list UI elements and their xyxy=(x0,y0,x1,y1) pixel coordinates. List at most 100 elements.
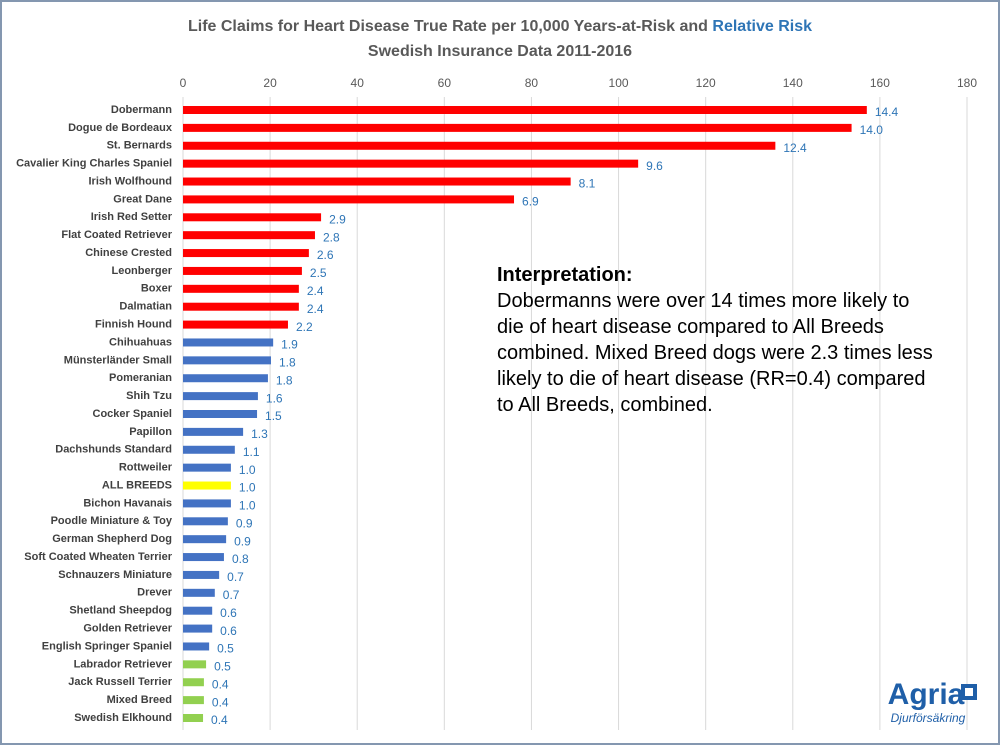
y-tick-label: Rottweiler xyxy=(119,462,173,474)
relative-risk-label: 0.7 xyxy=(227,570,244,584)
chart-title: Life Claims for Heart Disease True Rate … xyxy=(188,18,812,35)
y-tick-label: Golden Retriever xyxy=(83,622,172,634)
relative-risk-label: 0.8 xyxy=(232,552,249,566)
relative-risk-label: 0.4 xyxy=(212,677,229,691)
relative-risk-label: 1.8 xyxy=(279,356,296,370)
relative-risk-label: 0.4 xyxy=(211,713,228,727)
x-tick-label: 160 xyxy=(870,76,890,90)
bar xyxy=(183,678,204,687)
bar xyxy=(183,374,268,383)
bar xyxy=(183,588,215,597)
relative-risk-label: 2.9 xyxy=(329,212,346,226)
relative-risk-label: 0.7 xyxy=(223,588,240,602)
x-tick-label: 80 xyxy=(525,76,539,90)
bar xyxy=(183,499,231,508)
bar xyxy=(183,714,204,722)
relative-risk-label: 0.6 xyxy=(220,606,237,620)
y-tick-label: Schnauzers Miniature xyxy=(58,569,172,581)
bar xyxy=(183,284,299,293)
bar xyxy=(183,338,274,347)
interpretation-line: to All Breeds, combined. xyxy=(497,394,713,416)
y-tick-label: Leonberger xyxy=(111,265,172,277)
y-tick-label: Bichon Havanais xyxy=(83,497,172,509)
interpretation-heading: Interpretation: xyxy=(497,264,633,286)
relative-risk-label: 14.4 xyxy=(875,105,899,119)
relative-risk-label: 0.5 xyxy=(217,642,234,656)
relative-risk-label: 2.4 xyxy=(307,302,324,316)
y-tick-label: Flat Coated Retriever xyxy=(61,229,172,241)
y-tick-label: Irish Wolfhound xyxy=(88,175,172,187)
bar xyxy=(183,535,227,544)
y-tick-label: Drever xyxy=(137,587,173,599)
y-tick-label: Dobermann xyxy=(111,104,172,116)
bar xyxy=(183,660,207,669)
bar xyxy=(183,392,258,401)
y-tick-label: Cocker Spaniel xyxy=(93,408,172,420)
y-tick-label: Dalmatian xyxy=(119,301,172,313)
y-tick-label: Münsterländer Small xyxy=(64,354,172,366)
bar xyxy=(183,302,299,311)
relative-risk-label: 6.9 xyxy=(522,195,539,209)
x-tick-label: 100 xyxy=(609,76,629,90)
y-tick-label: Dogue de Bordeaux xyxy=(68,122,173,134)
interpretation-line: combined. Mixed Breed dogs were 2.3 time… xyxy=(497,342,933,364)
y-tick-label: Great Dane xyxy=(113,193,172,205)
relative-risk-label: 1.6 xyxy=(266,391,283,405)
y-tick-label: Swedish Elkhound xyxy=(74,712,172,724)
y-tick-label: Boxer xyxy=(141,283,173,295)
bar xyxy=(183,231,315,240)
x-tick-label: 60 xyxy=(438,76,452,90)
x-tick-label: 180 xyxy=(957,76,977,90)
relative-risk-label: 0.4 xyxy=(212,695,229,709)
relative-risk-label: 1.0 xyxy=(239,499,256,513)
relative-risk-label: 1.5 xyxy=(265,409,282,423)
y-tick-label: Cavalier King Charles Spaniel xyxy=(16,158,172,170)
x-tick-label: 20 xyxy=(263,76,277,90)
bar xyxy=(183,123,852,132)
relative-risk-label: 2.2 xyxy=(296,320,313,334)
interpretation-line: Dobermanns were over 14 times more likel… xyxy=(497,290,910,312)
y-tick-label: Mixed Breed xyxy=(107,694,172,706)
bar xyxy=(183,624,213,633)
relative-risk-label: 0.5 xyxy=(214,660,231,674)
y-tick-label: Shih Tzu xyxy=(126,390,172,402)
relative-risk-label: 1.1 xyxy=(243,445,260,459)
relative-risk-label: 1.8 xyxy=(276,373,293,387)
y-tick-label: Irish Red Setter xyxy=(91,211,173,223)
bar xyxy=(183,159,639,168)
y-tick-label: Dachshunds Standard xyxy=(55,444,172,456)
relative-risk-label: 0.9 xyxy=(236,516,253,530)
relative-risk-label: 14.0 xyxy=(860,123,884,137)
interpretation: Interpretation: Dobermanns were over 14 t… xyxy=(497,262,967,418)
y-tick-label: Jack Russell Terrier xyxy=(68,676,172,688)
y-tick-label: Pomeranian xyxy=(109,372,172,384)
bar xyxy=(183,696,204,705)
logo-name: Agria xyxy=(888,678,965,711)
bar xyxy=(183,570,220,579)
relative-risk-label: 1.9 xyxy=(281,338,298,352)
relative-risk-label: 9.6 xyxy=(646,159,663,173)
title-part: Life Claims for Heart Disease True Rate … xyxy=(188,18,708,35)
y-tick-label: St. Bernards xyxy=(107,140,172,152)
logo-icon xyxy=(965,688,973,696)
bar xyxy=(183,427,244,436)
relative-risk-label: 8.1 xyxy=(579,177,596,191)
bar xyxy=(183,356,271,365)
bar xyxy=(183,553,224,562)
relative-risk-label: 2.6 xyxy=(317,248,334,262)
chart-subtitle: Swedish Insurance Data 2011-2016 xyxy=(368,43,632,60)
relative-risk-label: 0.6 xyxy=(220,624,237,638)
relative-risk-label: 1.0 xyxy=(239,463,256,477)
y-tick-label: Papillon xyxy=(129,426,172,438)
relative-risk-label: 2.5 xyxy=(310,266,327,280)
relative-risk-label: 2.8 xyxy=(323,230,340,244)
y-tick-label: Chihuahuas xyxy=(109,336,172,348)
bar xyxy=(183,410,258,418)
bar xyxy=(183,642,210,651)
y-tick-label: Shetland Sheepdog xyxy=(69,605,172,617)
x-tick-label: 0 xyxy=(180,76,187,90)
y-tick-label: ALL BREEDS xyxy=(102,479,172,491)
bar xyxy=(183,106,867,114)
x-tick-label: 40 xyxy=(351,76,365,90)
